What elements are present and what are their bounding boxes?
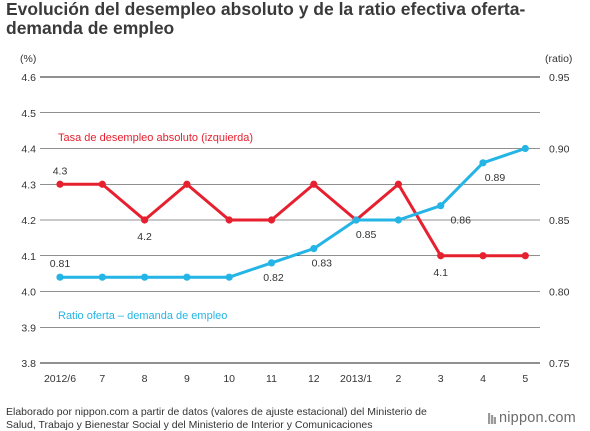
data-point-unemployment [521, 252, 529, 260]
data-point-ratio [267, 259, 276, 267]
x-tick-label: 10 [223, 373, 235, 385]
brand-name: nippon.com [499, 410, 576, 426]
x-tick-label: 2 [395, 373, 401, 385]
chart: (%) (ratio) 3.83.94.04.14.24.34.44.54.6 … [20, 53, 572, 385]
right-axis-ticks: 0.75 0.80 0.85 0.90 0.95 [549, 72, 570, 370]
right-tick-label: 0.90 [549, 144, 570, 156]
data-label-unemployment: 4.2 [137, 231, 152, 243]
left-tick-label: 3.9 [21, 322, 36, 334]
data-point-unemployment [141, 216, 149, 224]
left-tick-label: 4.0 [21, 287, 36, 299]
x-tick-label: 7 [99, 373, 105, 385]
data-point-unemployment [479, 252, 487, 260]
data-point-ratio [183, 273, 191, 281]
left-tick-label: 4.1 [21, 251, 36, 263]
x-tick-label: 5 [522, 373, 528, 385]
data-point-unemployment [310, 180, 318, 188]
series-line-unemployment [58, 182, 527, 258]
x-tick-label: 2013/1 [340, 373, 372, 385]
data-point-ratio [479, 159, 487, 167]
right-tick-label: 0.95 [549, 72, 570, 84]
x-tick-label: 9 [184, 373, 190, 385]
data-point-ratio [310, 245, 318, 253]
data-label-unemployment: 4.1 [433, 267, 448, 279]
data-label-ratio: 0.83 [312, 258, 333, 270]
left-tick-label: 3.8 [21, 358, 36, 370]
data-point-unemployment [437, 252, 445, 260]
data-label-ratio: 0.81 [50, 258, 71, 270]
data-point-unemployment [98, 180, 106, 188]
x-tick-label: 2012/6 [44, 373, 76, 385]
data-label-ratio: 0.86 [450, 215, 471, 227]
data-point-ratio [56, 273, 64, 281]
data-point-ratio [98, 273, 106, 281]
brand-mark-icon [488, 412, 496, 424]
left-axis-unit: (%) [20, 53, 36, 65]
left-tick-label: 4.5 [21, 108, 36, 120]
left-tick-label: 4.6 [21, 72, 36, 84]
data-point-ratio [225, 273, 233, 281]
right-axis-unit: (ratio) [545, 53, 572, 65]
source-note: Elaborado por nippon.com a partir de dat… [6, 406, 427, 431]
data-point-ratio [394, 216, 402, 224]
brand-logo: nippon.com [488, 410, 576, 426]
left-tick-label: 4.4 [21, 144, 36, 156]
data-label-ratio: 0.89 [485, 172, 506, 184]
data-point-ratio [141, 273, 149, 281]
data-point-unemployment [267, 216, 276, 224]
x-tick-label: 4 [480, 373, 486, 385]
x-axis-ticks: 2012/6 7 8 9 10 11 12 2013/1 2 3 4 5 [44, 373, 528, 385]
data-point-unemployment [56, 180, 64, 188]
data-label-unemployment: 4.3 [53, 165, 68, 177]
left-tick-label: 4.3 [21, 179, 36, 191]
x-tick-label: 11 [266, 373, 277, 385]
data-point-unemployment [394, 180, 402, 188]
gridlines [40, 76, 540, 364]
x-tick-label: 12 [308, 373, 320, 385]
series-layer: 4.3 4.2 4.1 0.81 0.82 0.83 0.85 0.86 0.89 [50, 144, 529, 284]
series-line-ratio [58, 147, 527, 279]
data-point-ratio [521, 144, 529, 153]
data-point-unemployment [225, 216, 233, 224]
series-ratio: 0.81 0.82 0.83 0.85 0.86 0.89 [50, 144, 529, 284]
left-tick-label: 4.2 [21, 215, 36, 227]
legend-unemployment: Tasa de desempleo absoluto (izquierda) [58, 132, 253, 144]
data-label-ratio: 0.85 [356, 229, 377, 241]
chart-title: Evolución del desempleo absoluto y de la… [6, 0, 526, 38]
left-axis-ticks: 3.8 3.9 4.0 4.1 4.2 4.3 4.4 4.5 4.6 [21, 72, 36, 370]
x-tick-label: 3 [438, 373, 444, 385]
right-tick-label: 0.85 [549, 215, 570, 227]
right-tick-label: 0.75 [549, 358, 570, 370]
data-point-ratio [437, 202, 445, 210]
data-point-ratio [352, 216, 360, 224]
data-label-ratio: 0.82 [263, 272, 284, 284]
legend-ratio: Ratio oferta – demanda de empleo [58, 310, 227, 322]
data-point-unemployment [183, 180, 191, 188]
right-tick-label: 0.80 [549, 287, 570, 299]
x-tick-label: 8 [142, 373, 148, 385]
series-unemployment: 4.3 4.2 4.1 [53, 165, 529, 279]
